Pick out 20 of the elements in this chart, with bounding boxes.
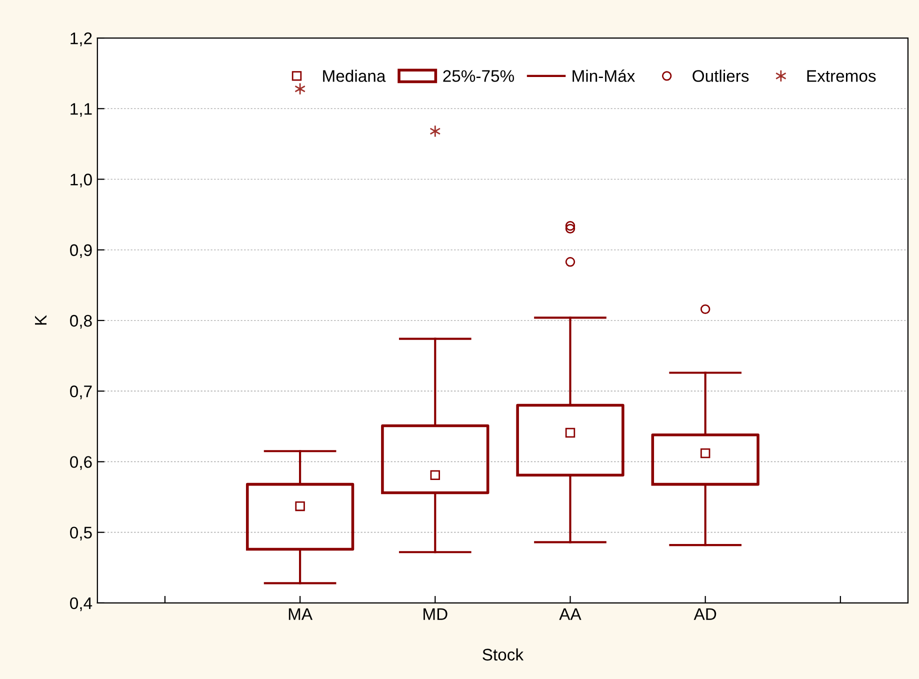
y-axis-title: K xyxy=(35,315,46,325)
y-tick-label: 1,0 xyxy=(70,174,92,188)
text: Outliers xyxy=(692,70,749,82)
x-tick-label: MD xyxy=(424,608,448,620)
text: Min-Máx xyxy=(572,69,635,82)
y-tick-label: 1,1 xyxy=(70,103,92,117)
x-axis-title: Stock xyxy=(482,648,524,661)
y-tick-label: 0,6 xyxy=(70,456,92,470)
y-tick-label: 0,5 xyxy=(70,526,92,541)
y-tick-label: 0,9 xyxy=(70,244,92,258)
x-tick-label: MA xyxy=(288,608,313,620)
y-tick-label: 1,2 xyxy=(70,32,92,46)
legend-label: Extremos xyxy=(807,70,876,82)
x-tick-label: AD xyxy=(694,608,716,620)
y-tick-label: 0,7 xyxy=(70,386,92,400)
text: 25%-75% xyxy=(443,70,514,82)
y-tick-label: 0,8 xyxy=(70,314,92,329)
text: Mediana xyxy=(323,70,386,82)
y-tick-label: 0,4 xyxy=(70,597,92,612)
x-tick-label: AA xyxy=(559,608,582,620)
